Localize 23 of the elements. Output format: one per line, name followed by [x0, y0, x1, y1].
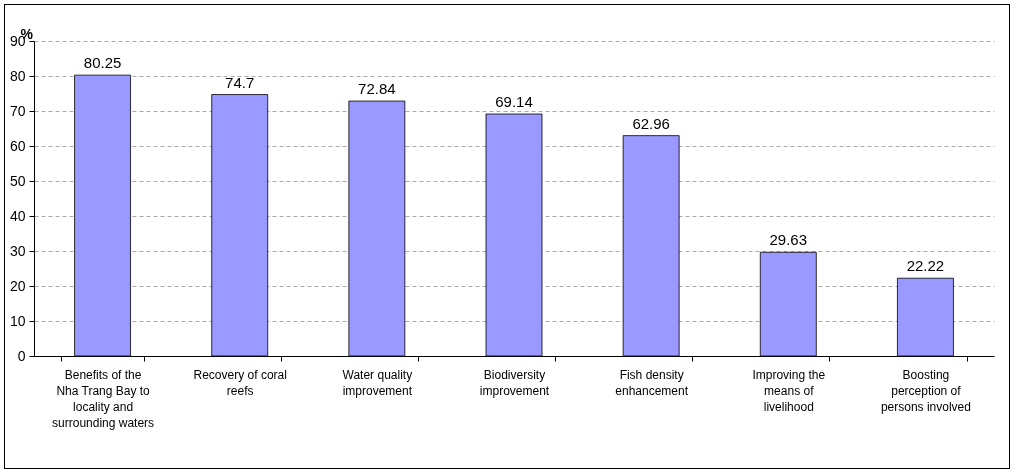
y-tick-label: 40 — [9, 207, 26, 224]
data-label: 80.25 — [83, 54, 122, 72]
data-label: 69.14 — [495, 93, 533, 111]
x-tick-label: Improving the means of livelihood — [752, 367, 826, 414]
x-tick-label: Fish density enhancement — [615, 367, 689, 398]
data-label: 72.84 — [358, 80, 396, 98]
x-tick-label: Water quality improvement — [342, 367, 413, 398]
x-tick-label: Biodiversity improvement — [479, 367, 550, 398]
data-label: 62.96 — [632, 114, 670, 132]
x-tick-label: Boosting perception of persons involved — [880, 367, 971, 414]
y-tick-label: 20 — [9, 277, 26, 294]
data-label: 29.63 — [769, 231, 808, 249]
y-tick-label: 50 — [9, 172, 26, 189]
data-label: 74.7 — [225, 73, 255, 91]
data-label: 22.22 — [906, 257, 945, 275]
y-tick-label: 60 — [9, 137, 26, 154]
y-tick-label: 10 — [9, 312, 26, 329]
y-tick-label: 70 — [9, 102, 26, 119]
y-tick-label: 80 — [9, 67, 26, 84]
y-tick-label: 30 — [9, 242, 26, 259]
x-tick-label: Recovery of coral reefs — [193, 367, 287, 398]
x-tick-label: Benefits of the Nha Trang Bay to locality and surrounding waters — [52, 367, 155, 430]
y-tick-label: 0 — [17, 347, 26, 364]
